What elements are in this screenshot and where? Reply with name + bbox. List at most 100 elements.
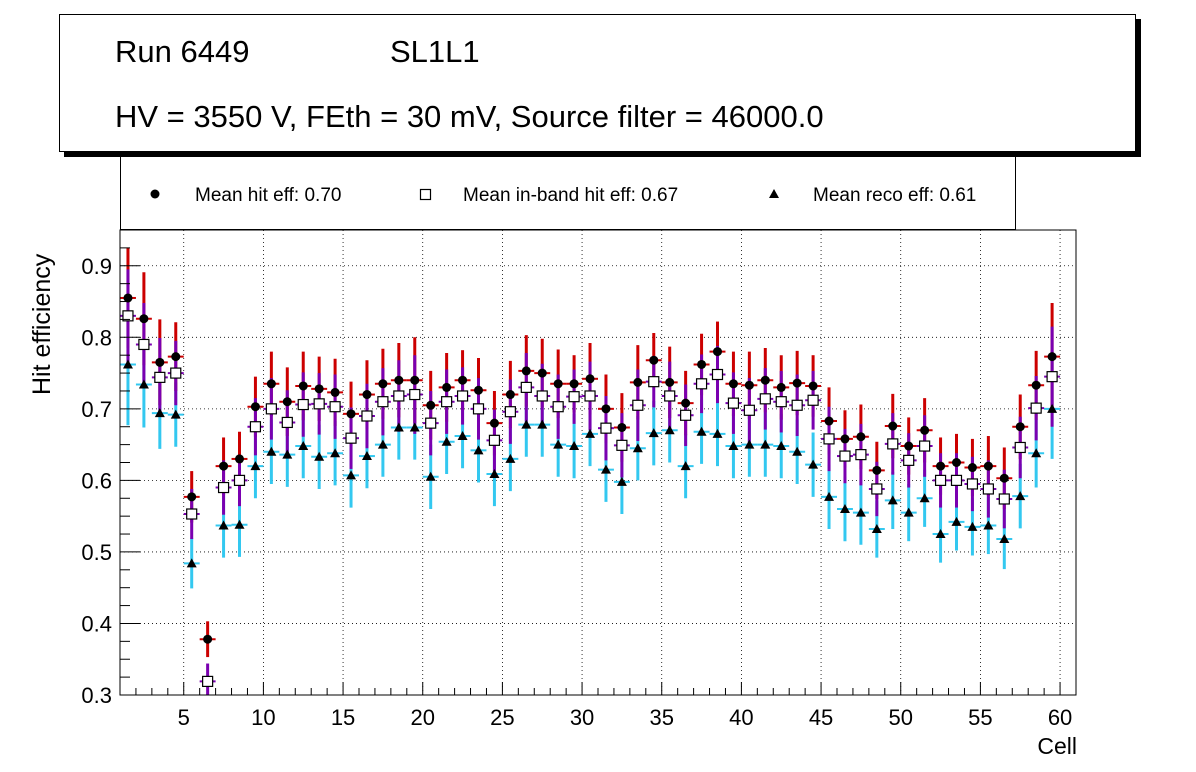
reco-eff-point	[887, 495, 898, 505]
reco-eff-point	[744, 439, 755, 449]
hit-eff-point	[697, 359, 707, 369]
inband-eff-point	[488, 434, 501, 446]
inband-eff-point	[759, 393, 771, 405]
reco-eff-point	[664, 425, 675, 435]
inband-eff-point	[743, 404, 755, 416]
inband-eff-point	[664, 390, 676, 402]
inband-eff-point	[122, 310, 134, 322]
reco-eff-point	[377, 439, 388, 449]
reco-eff-point	[154, 408, 165, 418]
inband-eff-point	[233, 474, 246, 486]
hit-eff-point	[442, 382, 452, 392]
x-axis-label: Cell	[1037, 733, 1077, 759]
reco-eff-point	[824, 491, 835, 501]
x-tick-label: 10	[251, 705, 275, 730]
reco-eff-point	[361, 451, 372, 461]
y-tick-label: 0.5	[81, 540, 112, 565]
reco-eff-point	[266, 446, 277, 456]
hit-eff-point	[983, 461, 993, 471]
y-tick-label: 0.3	[81, 683, 112, 708]
x-tick-label: 45	[809, 705, 833, 730]
hit-eff-point	[569, 379, 579, 389]
reco-eff-point	[553, 439, 564, 449]
inband-eff-point	[345, 432, 357, 444]
inband-eff-point	[616, 439, 628, 451]
reco-eff-point	[409, 422, 420, 432]
reco-eff-point	[919, 493, 930, 503]
hit-eff-point	[282, 397, 292, 407]
reco-eff-point	[203, 711, 213, 720]
inband-eff-point	[393, 390, 405, 402]
hit-eff-point	[967, 463, 977, 473]
inband-eff-point	[934, 474, 947, 486]
hit-eff-point	[378, 379, 388, 389]
inband-eff-point	[871, 483, 883, 495]
inband-eff-point	[903, 454, 915, 466]
inband-eff-point	[887, 438, 899, 450]
inband-eff-point	[409, 388, 421, 401]
inband-eff-point	[170, 367, 182, 379]
reco-eff-point	[1015, 491, 1026, 501]
data-markers	[122, 293, 1058, 720]
hit-eff-point	[346, 409, 356, 419]
hit-eff-point	[505, 390, 515, 400]
hit-eff-point	[649, 355, 659, 365]
hit-eff-point	[776, 382, 786, 392]
hit-eff-point	[298, 381, 308, 391]
reco-eff-point	[808, 459, 819, 469]
inband-eff-point	[775, 396, 787, 408]
hit-eff-point	[235, 454, 244, 464]
inband-eff-point	[1014, 441, 1026, 454]
inband-eff-point	[138, 338, 150, 351]
inband-eff-point	[425, 417, 437, 429]
x-tick-label: 30	[570, 705, 594, 730]
inband-eff-point	[950, 474, 963, 486]
legend-hit-label: Mean hit eff: 0.70	[195, 185, 342, 206]
hit-eff-point	[250, 402, 260, 412]
reco-eff-point	[600, 464, 611, 474]
hit-eff-point	[808, 381, 818, 391]
hit-eff-point	[904, 441, 914, 451]
inband-eff-point	[919, 440, 931, 452]
hit-eff-point	[123, 293, 133, 303]
inband-eff-point	[217, 481, 230, 494]
reco-eff-point	[999, 534, 1010, 544]
reco-eff-point	[632, 443, 643, 453]
reco-eff-point	[473, 445, 484, 455]
reco-eff-point	[505, 453, 516, 463]
reco-eff-point	[425, 471, 436, 481]
inband-eff-point	[377, 396, 389, 408]
hit-eff-point	[617, 422, 627, 432]
reco-eff-point	[871, 524, 882, 534]
reco-eff-point	[792, 446, 803, 456]
axes: 5 10 15 20 25 30 35 40 45 50 55 60 0.3 0.4 0.5 0.6 0.7 0.…	[81, 229, 1072, 730]
reco-eff-point	[760, 439, 771, 449]
reco-eff-point	[170, 409, 181, 419]
x-tick-label: 25	[490, 705, 514, 730]
hit-eff-point	[410, 375, 420, 385]
hit-eff-point	[920, 425, 930, 435]
y-tick-label: 0.9	[81, 254, 112, 279]
hit-eff-point	[489, 418, 499, 428]
hit-eff-point	[872, 465, 882, 475]
inband-eff-point	[186, 508, 198, 520]
reco-eff-point	[457, 431, 468, 441]
error-bars	[120, 247, 1061, 695]
inband-eff-point	[504, 406, 516, 418]
reco-eff-point	[1047, 403, 1058, 413]
reco-eff-point	[855, 507, 866, 517]
inband-eff-point	[807, 394, 819, 406]
reco-eff-point	[951, 516, 962, 526]
inband-eff-point	[472, 403, 485, 415]
reco-eff-point	[537, 419, 548, 429]
hit-eff-point	[792, 378, 802, 388]
hit-eff-point	[713, 347, 722, 357]
inband-eff-point	[695, 378, 708, 390]
inband-eff-point	[632, 399, 644, 411]
reco-eff-point	[728, 441, 739, 451]
layer-name: SL1L1	[390, 34, 480, 69]
x-tick-label: 50	[888, 705, 912, 730]
reco-eff-point	[712, 428, 723, 438]
reco-eff-point	[585, 428, 596, 438]
hit-eff-point	[1015, 422, 1025, 432]
